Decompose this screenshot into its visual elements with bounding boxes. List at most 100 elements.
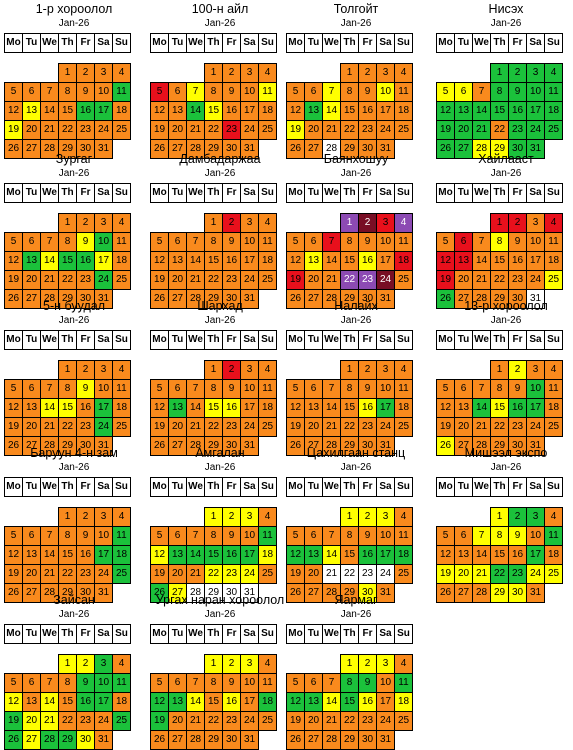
day-cell: 28 xyxy=(322,139,341,159)
day-cell: 11 xyxy=(258,526,277,546)
day-cell: 13 xyxy=(304,101,323,121)
calendar-title: Толгойт xyxy=(333,2,379,16)
day-cell: 21 xyxy=(472,417,491,437)
day-cell: 13 xyxy=(168,251,187,271)
day-cell: 10 xyxy=(526,526,545,546)
day-cell: 24 xyxy=(94,564,113,584)
day-cell: 19 xyxy=(150,711,169,731)
day-cell: 26 xyxy=(436,583,455,603)
day-cell: 12 xyxy=(436,101,455,121)
month-grid: Mo Tu We Th Fr Sa Su 1 2 3 4 5 6 7 8 9 10 11 12 13 14 15 16 17 1… xyxy=(286,33,413,159)
day-cell: 20 xyxy=(22,711,41,731)
empty-cell xyxy=(455,214,473,233)
day-cell: 31 xyxy=(94,289,113,309)
day-cell: 2 xyxy=(76,213,95,233)
weekday-header: Tu xyxy=(168,477,187,497)
empty-cell xyxy=(5,214,23,233)
day-cell: 22 xyxy=(58,270,77,290)
day-cell: 31 xyxy=(526,436,545,456)
day-cell: 7 xyxy=(472,82,491,102)
day-cell: 16 xyxy=(222,398,241,418)
day-cell: 12 xyxy=(436,398,455,418)
day-cell: 28 xyxy=(186,289,205,309)
day-cell: 22 xyxy=(204,417,223,437)
day-cell: 6 xyxy=(304,232,323,252)
day-cell: 5 xyxy=(150,232,169,252)
weekday-header: Th xyxy=(340,624,359,644)
weekday-header: Th xyxy=(58,33,77,53)
day-cell: 8 xyxy=(58,379,77,399)
month-grid: Mo Tu We Th Fr Sa Su 1 2 3 4 5 6 7 8 9 10 11 12 13 14 15 16 17 1… xyxy=(150,183,277,309)
day-cell: 6 xyxy=(454,232,473,252)
day-cell: 12 xyxy=(4,398,23,418)
empty-cell xyxy=(187,214,205,233)
day-cell: 19 xyxy=(4,270,23,290)
day-cell: 9 xyxy=(222,526,241,546)
weekday-header: Fr xyxy=(222,330,241,350)
day-cell: 3 xyxy=(376,507,395,527)
day-cell: 16 xyxy=(222,101,241,121)
day-cell: 24 xyxy=(240,270,259,290)
day-cell: 29 xyxy=(490,139,509,159)
weekday-header: Mo xyxy=(150,33,169,53)
day-cell: 29 xyxy=(204,730,223,750)
day-cell: 10 xyxy=(94,82,113,102)
day-cell: 22 xyxy=(340,270,359,290)
day-cell: 7 xyxy=(472,379,491,399)
calendar-month: Jan-26 xyxy=(490,168,522,179)
day-cell: 18 xyxy=(258,545,277,565)
day-cell: 18 xyxy=(112,545,131,565)
day-cell: 4 xyxy=(544,213,563,233)
day-cell: 1 xyxy=(340,360,359,380)
weekday-header: Su xyxy=(258,624,277,644)
day-cell: 18 xyxy=(394,398,413,418)
day-cell: 10 xyxy=(94,379,113,399)
day-cell: 14 xyxy=(472,251,491,271)
day-cell: 7 xyxy=(186,232,205,252)
day-cell: 20 xyxy=(168,417,187,437)
day-cell: 9 xyxy=(358,82,377,102)
day-cell: 16 xyxy=(76,398,95,418)
day-cell: 21 xyxy=(186,711,205,731)
day-cell: 24 xyxy=(526,120,545,140)
calendar-title: 13-р хороолол xyxy=(464,299,548,313)
day-cell: 23 xyxy=(222,270,241,290)
day-cell: 19 xyxy=(436,564,455,584)
day-cell: 17 xyxy=(94,101,113,121)
day-cell: 25 xyxy=(544,564,563,584)
day-cell: 29 xyxy=(58,730,77,750)
day-cell: 30 xyxy=(508,289,527,309)
day-cell: 19 xyxy=(150,417,169,437)
day-cell: 1 xyxy=(58,507,77,527)
day-cell: 27 xyxy=(22,583,41,603)
day-cell: 4 xyxy=(258,213,277,233)
day-cell: 22 xyxy=(340,417,359,437)
weekday-header: Su xyxy=(394,33,413,53)
day-cell: 3 xyxy=(240,507,259,527)
day-cell: 12 xyxy=(286,251,305,271)
day-cell: 31 xyxy=(240,583,259,603)
day-cell: 14 xyxy=(186,101,205,121)
day-cell: 14 xyxy=(472,101,491,121)
weekday-header: Mo xyxy=(150,477,169,497)
day-cell: 14 xyxy=(186,251,205,271)
empty-cell xyxy=(305,64,323,83)
day-cell: 20 xyxy=(304,120,323,140)
day-cell: 8 xyxy=(58,526,77,546)
day-cell: 10 xyxy=(376,82,395,102)
day-cell: 23 xyxy=(76,711,95,731)
day-cell: 18 xyxy=(112,101,131,121)
day-cell: 14 xyxy=(472,545,491,565)
weekday-header: Su xyxy=(544,477,563,497)
day-cell: 7 xyxy=(186,673,205,693)
day-cell: 20 xyxy=(22,270,41,290)
weekday-header: Th xyxy=(204,183,223,203)
empty-cell xyxy=(151,361,169,380)
day-cell: 21 xyxy=(40,270,59,290)
month-grid: Mo Tu We Th Fr Sa Su 1 2 3 4 5 6 7 8 9 10 11 12 13 14 15 16 17 1… xyxy=(286,330,413,456)
month-grid: Mo Tu We Th Fr Sa Su 1 2 3 4 5 6 7 8 9 10 11 12 13 14 15 16 17 1… xyxy=(4,624,131,750)
day-cell: 29 xyxy=(204,289,223,309)
day-cell: 8 xyxy=(490,82,509,102)
calendar-title: Хайлааст xyxy=(478,152,534,166)
day-cell: 7 xyxy=(186,379,205,399)
